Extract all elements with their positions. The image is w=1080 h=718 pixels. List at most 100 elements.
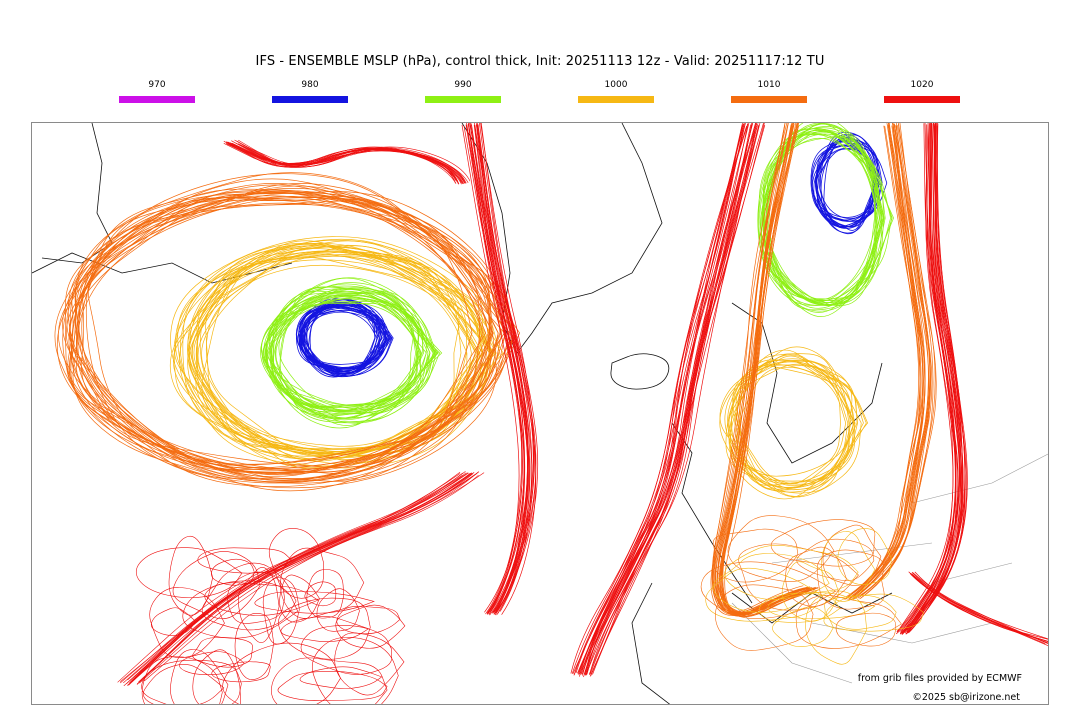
legend-label: 1000: [604, 80, 628, 90]
isobar-1020: [279, 574, 320, 623]
legend-swatch: [731, 96, 807, 103]
isobar-1020: [582, 123, 756, 676]
isobar-1020: [299, 666, 383, 689]
isobar-990: [265, 282, 434, 416]
isobar-990: [758, 127, 882, 303]
isobar-1000: [177, 244, 491, 453]
isobar-1020: [120, 472, 469, 682]
isobar-1000: [727, 515, 835, 582]
isobar-1010: [844, 125, 920, 600]
isobar-990: [766, 123, 885, 311]
isobar-1010: [72, 172, 517, 492]
isobar-1000: [728, 359, 858, 500]
isobar-1020: [468, 123, 523, 615]
isobar-980: [298, 301, 387, 373]
isobar-990: [763, 123, 877, 313]
isobar-1010: [721, 123, 820, 614]
isobar-1010: [853, 123, 930, 597]
isobar-1020: [226, 141, 456, 184]
isobar-1000: [796, 538, 875, 581]
isobar-1020: [136, 472, 473, 685]
isobar-1020: [589, 124, 760, 677]
isobar-1020: [592, 125, 760, 675]
isobar-1000: [821, 531, 876, 602]
isobar-1020: [236, 140, 469, 183]
isobar-1020: [150, 607, 196, 636]
isobar-1000: [705, 567, 823, 622]
isobar-980: [302, 306, 386, 365]
legend-item-980: 980: [271, 78, 349, 103]
isobar-1020: [142, 664, 225, 704]
isobar-980: [304, 305, 383, 373]
isobar-1020: [280, 547, 365, 619]
isobar-980: [308, 310, 378, 368]
isobar-980: [296, 304, 386, 373]
legend-swatch: [119, 96, 195, 103]
isobar-1020: [300, 625, 393, 675]
isobar-1020: [141, 656, 223, 704]
legend-label: 1020: [910, 80, 934, 90]
isobar-1020: [580, 124, 752, 675]
legend-label: 990: [454, 80, 472, 90]
isobar-990: [260, 277, 437, 426]
isobar-980: [816, 131, 880, 228]
isobar-1020: [139, 472, 485, 684]
isobar-1020: [254, 591, 375, 614]
isobar-1020: [234, 612, 275, 680]
isobar-1020: [905, 125, 964, 635]
isobar-1020: [466, 123, 525, 615]
isobar-1010: [65, 188, 501, 484]
isobar-1020: [334, 632, 405, 696]
isobar-1020: [316, 588, 360, 632]
isobar-1000: [170, 236, 501, 467]
isobar-1020: [579, 123, 749, 677]
isobar-1020: [144, 471, 479, 682]
isobar-1000: [826, 595, 897, 630]
arctic-coast: [32, 252, 293, 284]
isobar-1000: [738, 543, 859, 611]
isobar-1000: [795, 594, 902, 649]
isobar-1020: [230, 142, 456, 184]
isobar-1010: [711, 123, 810, 614]
legend-label: 1010: [757, 80, 781, 90]
isobar-980: [811, 145, 877, 218]
isobar-1000: [758, 592, 841, 623]
isobar-1000: [772, 606, 834, 648]
isobar-990: [272, 290, 436, 417]
isobar-1000: [729, 353, 854, 488]
isobar-1020: [896, 123, 954, 633]
isobar-1020: [232, 145, 464, 184]
isobar-1010: [859, 124, 934, 597]
canada-coast: [41, 123, 113, 264]
isobar-1000: [781, 561, 840, 622]
isobar-legend: 970 980 990 1000 1010 1020: [0, 78, 1080, 114]
isobar-1020: [580, 123, 750, 675]
isobar-1000: [823, 593, 924, 632]
isobar-1010: [850, 123, 924, 601]
isobar-1010: [854, 125, 933, 600]
isobar-1020: [900, 123, 960, 634]
isobar-990: [262, 287, 441, 419]
isobar-1020: [123, 471, 466, 687]
isobar-1020: [906, 123, 966, 634]
isobar-1000: [727, 353, 849, 490]
ensemble-isobars: [54, 123, 1048, 704]
map-panel: [31, 122, 1049, 705]
isobar-1020: [227, 142, 458, 183]
legend-label: 980: [301, 80, 319, 90]
isobar-1020: [577, 124, 749, 675]
isobar-1020: [902, 123, 960, 632]
isobar-1010: [68, 183, 491, 487]
isobar-1020: [140, 473, 472, 682]
isobar-990: [762, 131, 886, 306]
map-canvas: [32, 123, 1048, 704]
isobar-1020: [225, 143, 458, 182]
isobar-1010: [74, 192, 493, 469]
isobar-1010: [720, 123, 815, 617]
isobar-1010: [852, 123, 926, 600]
isobar-1010: [849, 125, 926, 599]
isobar-1020: [192, 649, 241, 704]
legend-swatch: [884, 96, 960, 103]
isobar-990: [270, 301, 422, 412]
isobar-1020: [902, 123, 962, 635]
